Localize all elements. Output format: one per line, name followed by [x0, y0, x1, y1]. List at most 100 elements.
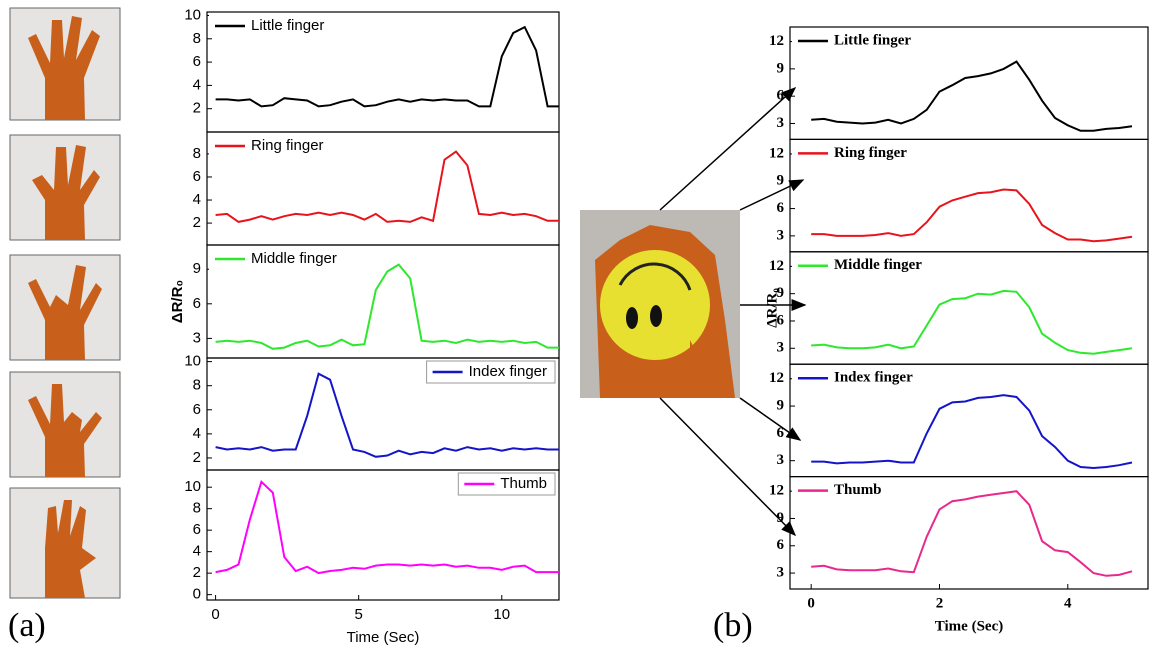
legend-box — [457, 472, 556, 496]
legend-label: Ring finger — [834, 145, 907, 161]
data-line — [215, 263, 559, 350]
legend-box — [426, 360, 556, 384]
y-tick-label: 3 — [777, 115, 785, 131]
y-tick-label: 6 — [193, 401, 201, 418]
y-tick-label: 6 — [193, 168, 201, 185]
legend: Ring finger — [209, 135, 332, 157]
y-tick-label: 6 — [193, 53, 201, 70]
y-tick-label: 9 — [777, 510, 785, 526]
data-line — [811, 490, 1133, 577]
y-tick-label: 4 — [193, 543, 201, 560]
legend-box — [209, 135, 332, 157]
y-tick-label: 9 — [193, 260, 201, 277]
plot-frame — [206, 469, 560, 601]
y-tick-label: 10 — [184, 6, 201, 23]
y-tick-label: 2 — [193, 100, 201, 117]
x-tick-label: 0 — [211, 606, 219, 623]
x-tick-label: 10 — [493, 606, 510, 623]
legend-label: Thumb — [500, 475, 547, 492]
panel-b: 3 6 9 12 Little finger 3 6 9 12 Ring finger 3 6 9 12 Δ… — [764, 26, 1149, 634]
x-tick-label: 4 — [1064, 595, 1072, 611]
y-tick-label: 12 — [769, 370, 784, 386]
data-line — [811, 188, 1133, 243]
y-tick-label: 2 — [193, 449, 201, 466]
y-tick-label: 6 — [777, 425, 785, 441]
y-tick-label: 8 — [193, 30, 201, 47]
y-tick-label: 4 — [193, 425, 201, 442]
y-tick-label: 6 — [777, 88, 785, 104]
y-tick-label: 4 — [193, 76, 201, 93]
y-tick-label: 2 — [193, 564, 201, 581]
y-tick-label: 12 — [769, 145, 784, 161]
x-axis-label: Time (Sec) — [347, 629, 420, 646]
y-tick-label: 2 — [193, 214, 201, 231]
legend: Middle finger — [792, 254, 930, 277]
y-tick-label: 6 — [193, 295, 201, 312]
glove-photos — [9, 7, 121, 599]
legend-label: Little finger — [251, 17, 324, 34]
legend-box — [209, 248, 345, 270]
y-tick-label: 3 — [777, 340, 785, 356]
y-tick-label: 6 — [193, 521, 201, 538]
y-tick-label: 10 — [184, 353, 201, 370]
y-tick-label: 6 — [777, 537, 785, 553]
y-tick-label: 3 — [777, 227, 785, 243]
ball-photo — [580, 210, 740, 398]
y-tick-label: 8 — [193, 500, 201, 517]
x-tick-label: 2 — [936, 595, 944, 611]
legend-label: Middle finger — [834, 257, 922, 273]
y-axis-label: ΔR/R₀ — [764, 288, 780, 328]
legend-label: Middle finger — [251, 250, 337, 267]
data-line — [215, 372, 559, 458]
y-tick-label: 10 — [184, 478, 201, 495]
y-tick-label: 12 — [769, 258, 784, 274]
legend-label: Index finger — [469, 363, 547, 380]
y-tick-label: 6 — [777, 312, 785, 328]
legend-label: Ring finger — [251, 137, 324, 154]
plot-frame — [789, 476, 1149, 590]
y-tick-label: 12 — [769, 33, 784, 49]
legend-label: Thumb — [834, 482, 882, 498]
y-tick-label: 6 — [777, 200, 785, 216]
y-tick-label: 3 — [777, 452, 785, 468]
legend: Little finger — [209, 15, 333, 37]
legend: Ring finger — [792, 142, 915, 165]
y-axis-label: ΔR/R₀ — [169, 280, 186, 323]
legend-box — [209, 15, 333, 37]
y-tick-label: 12 — [769, 483, 784, 499]
legend-box — [792, 479, 890, 502]
legend-label: Index finger — [834, 370, 913, 386]
y-tick-label: 9 — [777, 398, 785, 414]
y-tick-label: 8 — [193, 377, 201, 394]
legend: Index finger — [426, 360, 556, 384]
y-tick-label: 3 — [193, 329, 201, 346]
legend: Little finger — [792, 30, 920, 52]
legend: Index finger — [792, 367, 921, 390]
x-tick-label: 5 — [355, 606, 363, 623]
legend-box — [792, 142, 915, 165]
y-tick-label: 9 — [777, 285, 785, 301]
y-tick-label: 0 — [193, 586, 201, 603]
legend: Thumb — [792, 479, 890, 502]
legend: Middle finger — [209, 248, 345, 270]
panel-label: (a) — [8, 607, 46, 644]
y-tick-label: 3 — [777, 565, 785, 581]
x-axis-label: Time (Sec) — [935, 618, 1003, 634]
x-tick-label: 0 — [807, 595, 815, 611]
data-line — [215, 150, 559, 223]
legend-box — [792, 30, 920, 52]
y-tick-label: 4 — [193, 191, 201, 208]
data-line — [215, 25, 559, 108]
y-tick-label: 9 — [777, 173, 785, 189]
data-line — [215, 479, 559, 575]
legend-box — [792, 367, 921, 390]
panel-label: (b) — [713, 607, 753, 644]
panel-a: 2 4 6 8 10 Little finger 2 4 6 8 Ring finger 3 6 9 ΔR/… — [169, 6, 560, 646]
legend-box — [792, 254, 930, 277]
legend: Thumb — [457, 472, 556, 496]
legend-label: Little finger — [834, 32, 911, 48]
data-line — [811, 394, 1133, 470]
y-tick-label: 9 — [777, 60, 785, 76]
y-tick-label: 8 — [193, 145, 201, 162]
